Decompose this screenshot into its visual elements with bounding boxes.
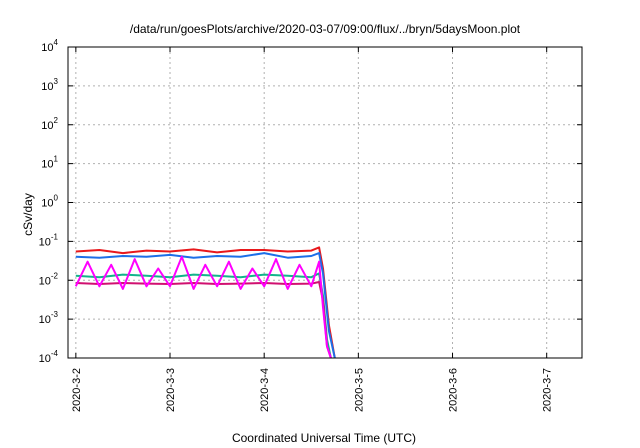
x-tick-label: 2020-3-4 xyxy=(259,368,271,412)
x-tick-label: 2020-3-2 xyxy=(71,368,83,412)
y-axis-label: cSv/day xyxy=(21,193,35,236)
series-line-2 xyxy=(75,252,336,359)
y-tick-label-base: 10 xyxy=(39,275,51,287)
chart-title: /data/run/goesPlots/archive/2020-03-07/0… xyxy=(130,22,521,36)
x-axis-ticks: 2020-3-2 2020-3-3 2020-3-4 2020-3-5 2020-3-6… xyxy=(71,47,554,412)
series-line-5 xyxy=(74,255,332,359)
x-tick-label: 2020-3-5 xyxy=(353,368,365,412)
y-tick-label-exponent: -4 xyxy=(51,349,59,358)
y-tick-label: 104 xyxy=(41,38,58,54)
y-tick-label-base: 10 xyxy=(41,120,53,132)
y-tick-label: 101 xyxy=(41,155,58,171)
y-tick-label: 10-1 xyxy=(39,232,59,248)
y-tick-label-base: 10 xyxy=(41,159,53,171)
y-tick-label-base: 10 xyxy=(39,236,51,248)
y-tick-label: 100 xyxy=(41,194,58,210)
y-tick-label-base: 10 xyxy=(39,314,51,326)
y-tick-label-base: 10 xyxy=(41,81,53,93)
x-axis-label: Coordinated Universal Time (UTC) xyxy=(232,431,416,445)
y-tick-label-exponent: 0 xyxy=(54,194,59,203)
y-tick-label: 103 xyxy=(41,77,58,93)
y-tick-label-exponent: 3 xyxy=(54,77,59,86)
y-tick-label-exponent: -1 xyxy=(51,232,59,241)
y-tick-label-exponent: 4 xyxy=(54,38,59,47)
series-line-4 xyxy=(75,281,332,359)
y-tick-label-exponent: 1 xyxy=(54,155,59,164)
series-line-3 xyxy=(75,272,332,359)
y-tick-label: 10-2 xyxy=(39,271,59,287)
y-tick-label-exponent: -3 xyxy=(51,310,59,319)
y-tick-label-base: 10 xyxy=(39,353,51,365)
y-tick-label-exponent: 2 xyxy=(54,116,59,125)
y-tick-label: 102 xyxy=(41,116,58,132)
x-tick-label: 2020-3-3 xyxy=(165,368,177,412)
y-tick-label: 10-3 xyxy=(39,310,59,326)
y-tick-label: 10-4 xyxy=(39,349,59,365)
y-tick-label-exponent: -2 xyxy=(51,271,59,280)
y-tick-label-base: 10 xyxy=(41,198,53,210)
series-lines xyxy=(74,246,336,359)
y-tick-label-base: 10 xyxy=(41,42,53,54)
x-tick-label: 2020-3-6 xyxy=(448,368,460,412)
plot-frame xyxy=(67,46,583,359)
x-tick-label: 2020-3-7 xyxy=(542,368,554,412)
